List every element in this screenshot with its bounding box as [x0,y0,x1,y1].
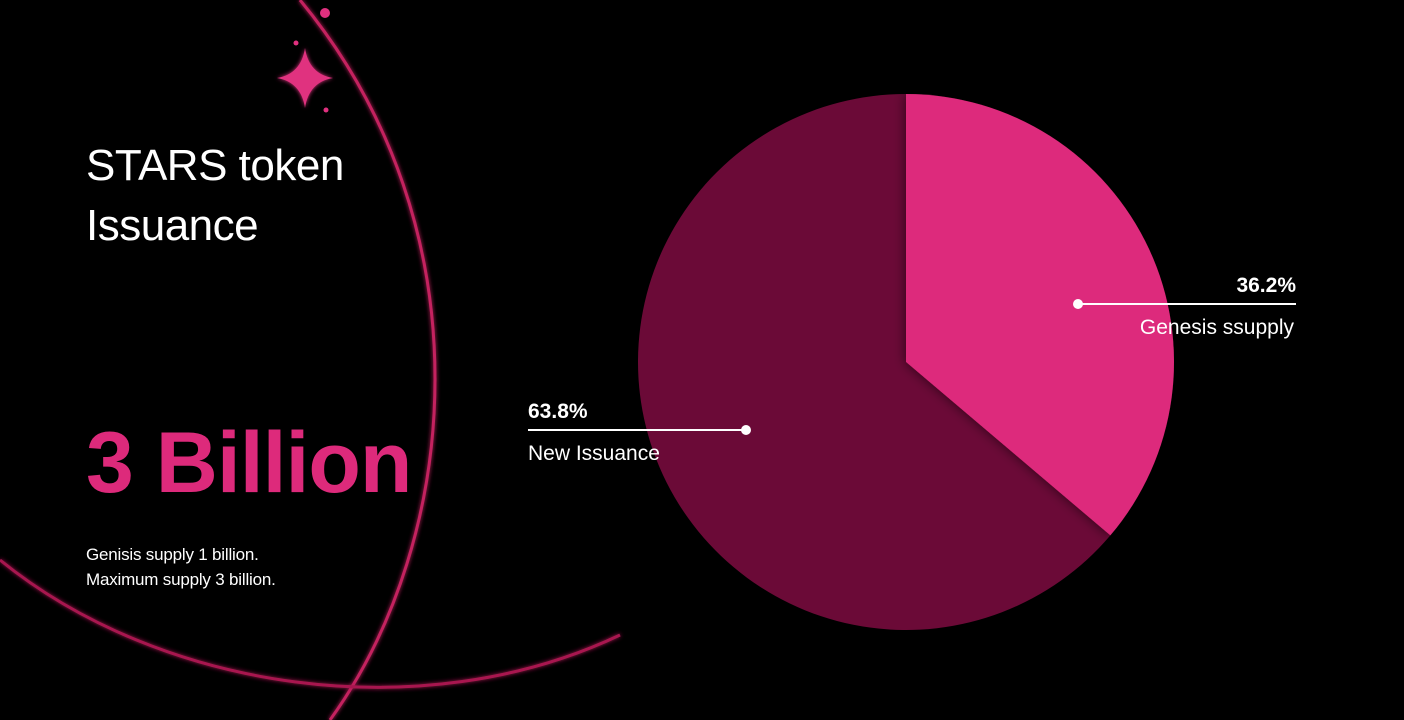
sparkle-dot-icon [293,40,299,46]
leader-dot [741,425,751,435]
page-title: STARS token Issuance [86,136,344,256]
title-line-1: STARS token [86,141,344,190]
pie-slice-new-issuance [637,94,1111,630]
description-line-1: Genisis supply 1 billion. [86,545,259,564]
supply-description: Genisis supply 1 billion. Maximum supply… [86,542,276,592]
headline-total: 3 Billion [86,415,412,511]
pie-slice-genesis-ssupply [906,94,1174,536]
leader-dot [1073,299,1083,309]
description-line-2: Maximum supply 3 billion. [86,570,276,589]
title-line-2: Issuance [86,201,259,250]
orbit-arc [298,0,437,720]
slice-name-label: Genesis ssupply [1140,316,1295,339]
orbit-arc-lower [0,558,621,689]
sparkle-star-icon [277,48,333,108]
sparkle-dot-icon [320,8,330,18]
slice-name-label: New Issuance [528,442,660,465]
slice-percentage-label: 36.2% [1236,274,1296,297]
sparkle-dot-icon [323,107,329,113]
slice-percentage-label: 63.8% [528,400,588,423]
